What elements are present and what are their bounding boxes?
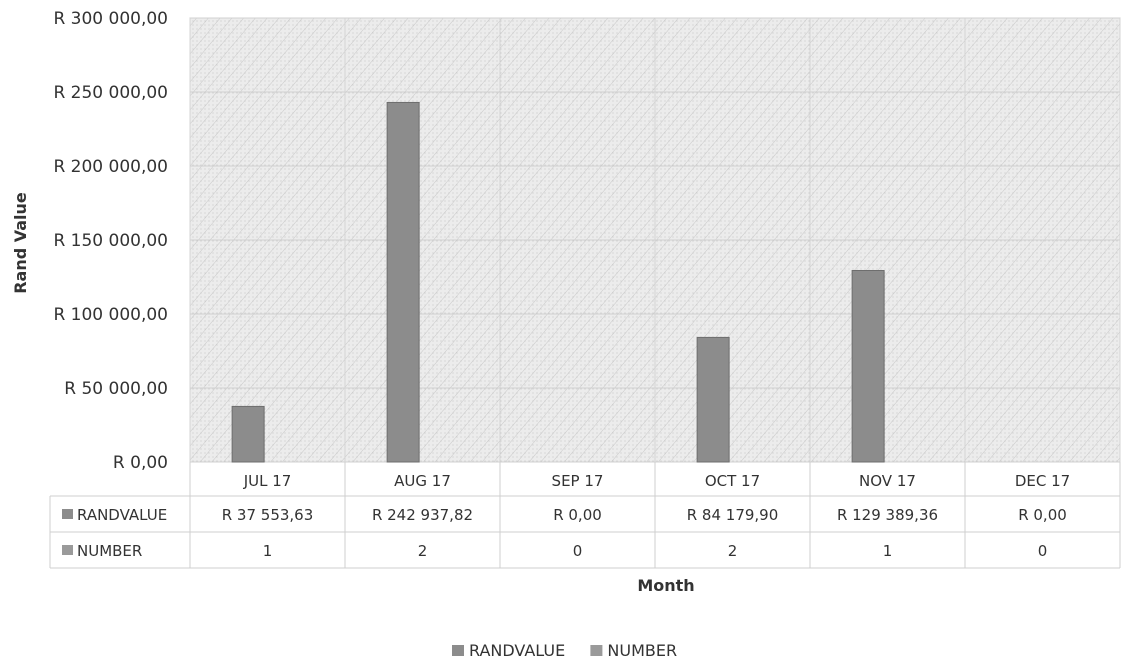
bar-jul-17 [231, 405, 265, 463]
legend: RANDVALUE NUMBER [452, 641, 677, 660]
y-tick-label: R 50 000,00 [64, 379, 168, 399]
y-tick-label: R 150 000,00 [53, 231, 168, 251]
x-tick-label: OCT 17 [705, 472, 760, 490]
legend-label: NUMBER [607, 641, 677, 660]
table-cell: 0 [1038, 542, 1048, 560]
x-axis-categories: JUL 17 AUG 17 SEP 17 OCT 17 NOV 17 DEC 17 [243, 472, 1070, 490]
legend-swatch-number [590, 645, 603, 656]
table-cell: 2 [418, 542, 428, 560]
legend-label: RANDVALUE [469, 641, 565, 660]
bar-nov-17 [851, 270, 885, 463]
table-cell: R 84 179,90 [687, 506, 779, 524]
legend-key-randvalue [62, 509, 73, 519]
gridlines [189, 17, 1121, 463]
table-cell: 1 [883, 542, 893, 560]
table-cell: R 129 389,36 [837, 506, 938, 524]
table-cell: R 0,00 [553, 506, 602, 524]
x-tick-label: JUL 17 [243, 472, 292, 490]
table-cell: R 242 937,82 [372, 506, 473, 524]
table-cell: R 37 553,63 [222, 506, 314, 524]
y-tick-label: R 0,00 [113, 453, 168, 473]
y-axis-title: Rand Value [11, 192, 30, 294]
x-tick-label: AUG 17 [394, 472, 451, 490]
y-tick-label: R 200 000,00 [53, 157, 168, 177]
y-tick-label: R 250 000,00 [53, 83, 168, 103]
x-tick-label: DEC 17 [1015, 472, 1070, 490]
bar-oct-17 [696, 336, 730, 463]
bar-aug-17 [386, 101, 420, 463]
table-cell: 0 [573, 542, 583, 560]
y-axis-ticks: R 0,00 R 50 000,00 R 100 000,00 R 150 000,0… [53, 9, 168, 473]
legend-key-number [62, 545, 73, 555]
table-cell: 1 [263, 542, 273, 560]
table-cell: 2 [728, 542, 738, 560]
x-tick-label: NOV 17 [859, 472, 916, 490]
y-tick-label: R 300 000,00 [53, 9, 168, 29]
table-row-header: NUMBER [77, 542, 142, 560]
y-tick-label: R 100 000,00 [53, 305, 168, 325]
x-axis-title: Month [637, 576, 694, 595]
data-table: RANDVALUE R 37 553,63 R 242 937,82 R 0,00 R … [49, 462, 1121, 569]
x-tick-label: SEP 17 [552, 472, 604, 490]
table-cell: R 0,00 [1018, 506, 1067, 524]
bars [231, 101, 885, 463]
legend-swatch-randvalue [452, 645, 464, 656]
table-row-header: RANDVALUE [77, 506, 167, 524]
